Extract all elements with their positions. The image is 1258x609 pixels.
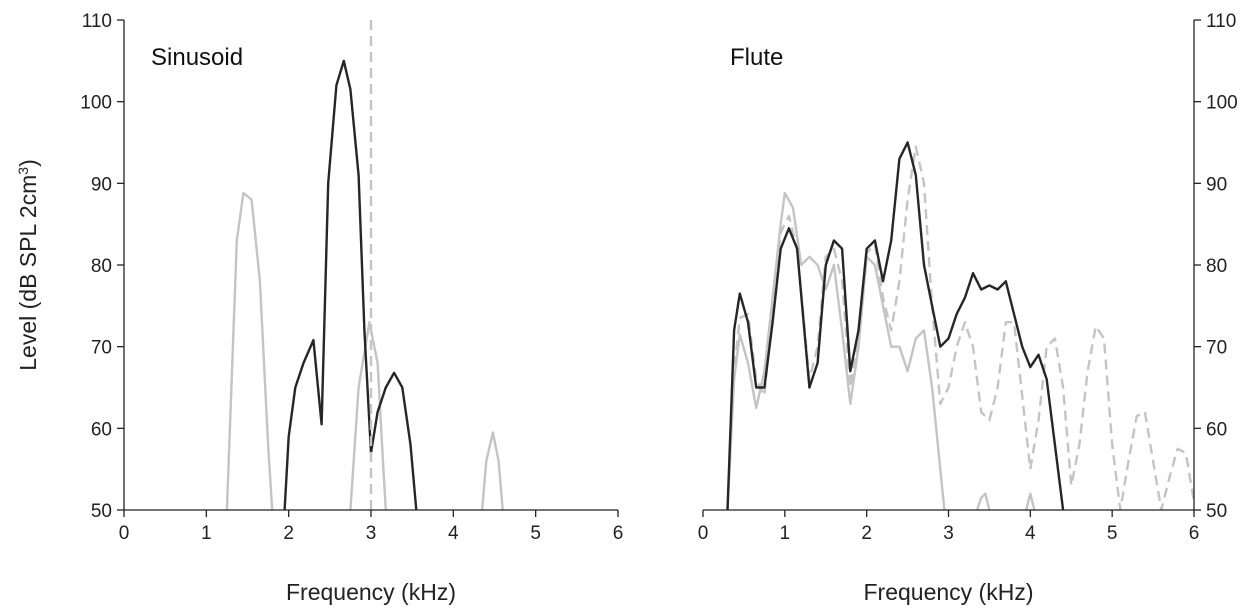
y-tick-label: 100 [80, 93, 112, 114]
panel-title: Sinusoid [151, 44, 243, 71]
plot-area [726, 141, 1194, 510]
x-tick-label: 2 [861, 523, 872, 544]
x-tick-label: 3 [943, 523, 954, 544]
series-line-light-1 [349, 321, 387, 510]
x-tick-label: 3 [366, 523, 377, 544]
y-tick-label: 90 [1206, 174, 1227, 195]
x-tick-label: 2 [283, 523, 294, 544]
x-tick-label: 5 [530, 523, 541, 544]
x-tick-label: 5 [1107, 523, 1118, 544]
series-line-light-2 [975, 492, 991, 510]
panel-sinusoid: 0 1 2 3 4 5 6 50 60 70 80 90 100 110 Sinusoid Frequency… [80, 11, 623, 605]
plot-area [225, 20, 504, 510]
y-tick-label: 70 [91, 338, 112, 359]
y-tick-label: 110 [1206, 11, 1236, 32]
x-tick-label: 6 [613, 523, 624, 544]
y-tick-label: 70 [1206, 338, 1227, 359]
x-axis-label: Frequency (kHz) [286, 579, 456, 605]
x-tick-label: 4 [1025, 523, 1036, 544]
series-line-light-0 [225, 191, 274, 510]
series-line-light-1 [726, 191, 946, 510]
series-line-light-3 [1025, 492, 1036, 510]
y-tick-label: 60 [1206, 419, 1227, 440]
y-tick-label: 80 [91, 256, 112, 277]
x-tick-label: 0 [119, 523, 130, 544]
x-axis-label: Frequency (kHz) [864, 579, 1034, 605]
y-tick-label: 60 [91, 419, 112, 440]
x-tick-label: 6 [1189, 523, 1200, 544]
y-tick-label: 100 [1206, 93, 1238, 114]
series-line-dashed-0 [726, 145, 1194, 510]
y-tick-label: 90 [91, 174, 112, 195]
x-tick-label: 1 [780, 523, 791, 544]
panel-title: Flute [730, 44, 783, 71]
x-tick-label: 1 [201, 523, 212, 544]
y-tick-label: 110 [82, 11, 112, 32]
panel-flute: 0 1 2 3 4 5 6 50 60 70 80 90 100 110 Flute Frequency (k… [698, 11, 1238, 605]
series-line-light-2 [480, 431, 504, 510]
y-tick-label: 50 [1206, 501, 1227, 522]
series-line-dark-3 [283, 59, 418, 510]
x-tick-label: 0 [698, 523, 709, 544]
x-tick-label: 4 [448, 523, 459, 544]
y-tick-label: 50 [91, 501, 112, 522]
series-line-dark-4 [726, 141, 1065, 510]
y-axis-label: Level (dB SPL 2cm3) [15, 159, 41, 371]
y-tick-label: 80 [1206, 256, 1227, 277]
